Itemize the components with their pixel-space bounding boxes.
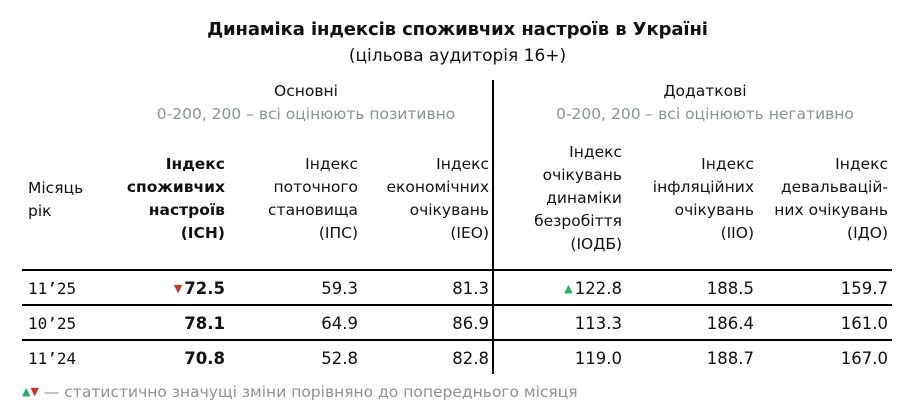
- page-title: Динаміка індексів споживчих настроїв в У…: [207, 19, 708, 40]
- cell-iodb: 113.3: [574, 314, 622, 333]
- group-divider: [492, 80, 494, 374]
- footnote-text: — статистично значущі зміни порівняно до…: [43, 383, 578, 401]
- group-header-main: Основні 0-200, 200 – всі оцінюють позити…: [120, 80, 492, 126]
- footnote: ▲▼ — статистично значущі зміни порівняно…: [22, 383, 578, 401]
- cell-iio: 188.7: [706, 349, 754, 368]
- cell-isn-value: 72.5: [184, 279, 225, 298]
- cell-month: 11’24: [28, 349, 77, 368]
- cell-iodb: ▲ 122.8: [564, 279, 622, 299]
- cell-month: 11’25: [28, 279, 77, 298]
- cell-ieo: 82.8: [452, 349, 489, 368]
- cell-ips: 52.8: [321, 349, 358, 368]
- cell-ido: 161.0: [840, 314, 888, 333]
- group-range: 0-200, 200 – всі оцінюють позитивно: [156, 105, 456, 123]
- column-header-isn: Індекс споживчих настроїв (ІСН): [126, 155, 225, 242]
- column-header-ips: Індекс поточного становища (ІПС): [268, 155, 358, 242]
- triangle-down-icon: ▼: [30, 385, 39, 398]
- group-name: Додаткові: [663, 82, 747, 100]
- cell-ieo: 86.9: [452, 314, 489, 333]
- column-header-iodb: Індекс очікувань динаміки безробіття (ІО…: [534, 143, 622, 253]
- cell-iio: 186.4: [706, 314, 754, 333]
- cell-ido: 159.7: [840, 279, 888, 298]
- cell-ieo: 81.3: [452, 279, 489, 298]
- cell-iodb-value: 122.8: [574, 279, 622, 298]
- triangle-up-icon: ▲: [22, 385, 31, 398]
- cell-iio: 188.5: [706, 279, 754, 298]
- cell-iodb: 119.0: [574, 349, 622, 368]
- cell-isn: 70.8: [184, 349, 225, 368]
- page-subtitle: (цільова аудиторія 16+): [348, 46, 567, 66]
- column-header-month: Місяць рік: [28, 179, 84, 220]
- cell-isn: ▼ 72.5: [174, 279, 225, 299]
- triangle-down-icon: ▼: [173, 282, 183, 295]
- cell-ido: 167.0: [840, 349, 888, 368]
- column-header-ido: Індекс девальвацій- них очікувань (ІДО): [774, 155, 888, 242]
- column-header-iio: Індекс інфляційних очікувань (ІІО): [652, 155, 754, 242]
- cell-ips: 59.3: [321, 279, 358, 298]
- row-divider: [22, 304, 892, 306]
- column-header-ieo: Індекс економічних очікувань (ІЕО): [386, 155, 489, 242]
- cell-isn: 78.1: [184, 314, 225, 333]
- cell-month: 10’25: [28, 314, 77, 333]
- group-name: Основні: [274, 82, 338, 100]
- group-range: 0-200, 200 – всі оцінюють негативно: [556, 105, 854, 123]
- cell-ips: 64.9: [321, 314, 358, 333]
- group-header-extra: Додаткові 0-200, 200 – всі оцінюють нега…: [505, 80, 905, 126]
- row-divider: [22, 339, 892, 341]
- triangle-up-icon: ▲: [564, 282, 573, 295]
- row-divider: [22, 269, 892, 271]
